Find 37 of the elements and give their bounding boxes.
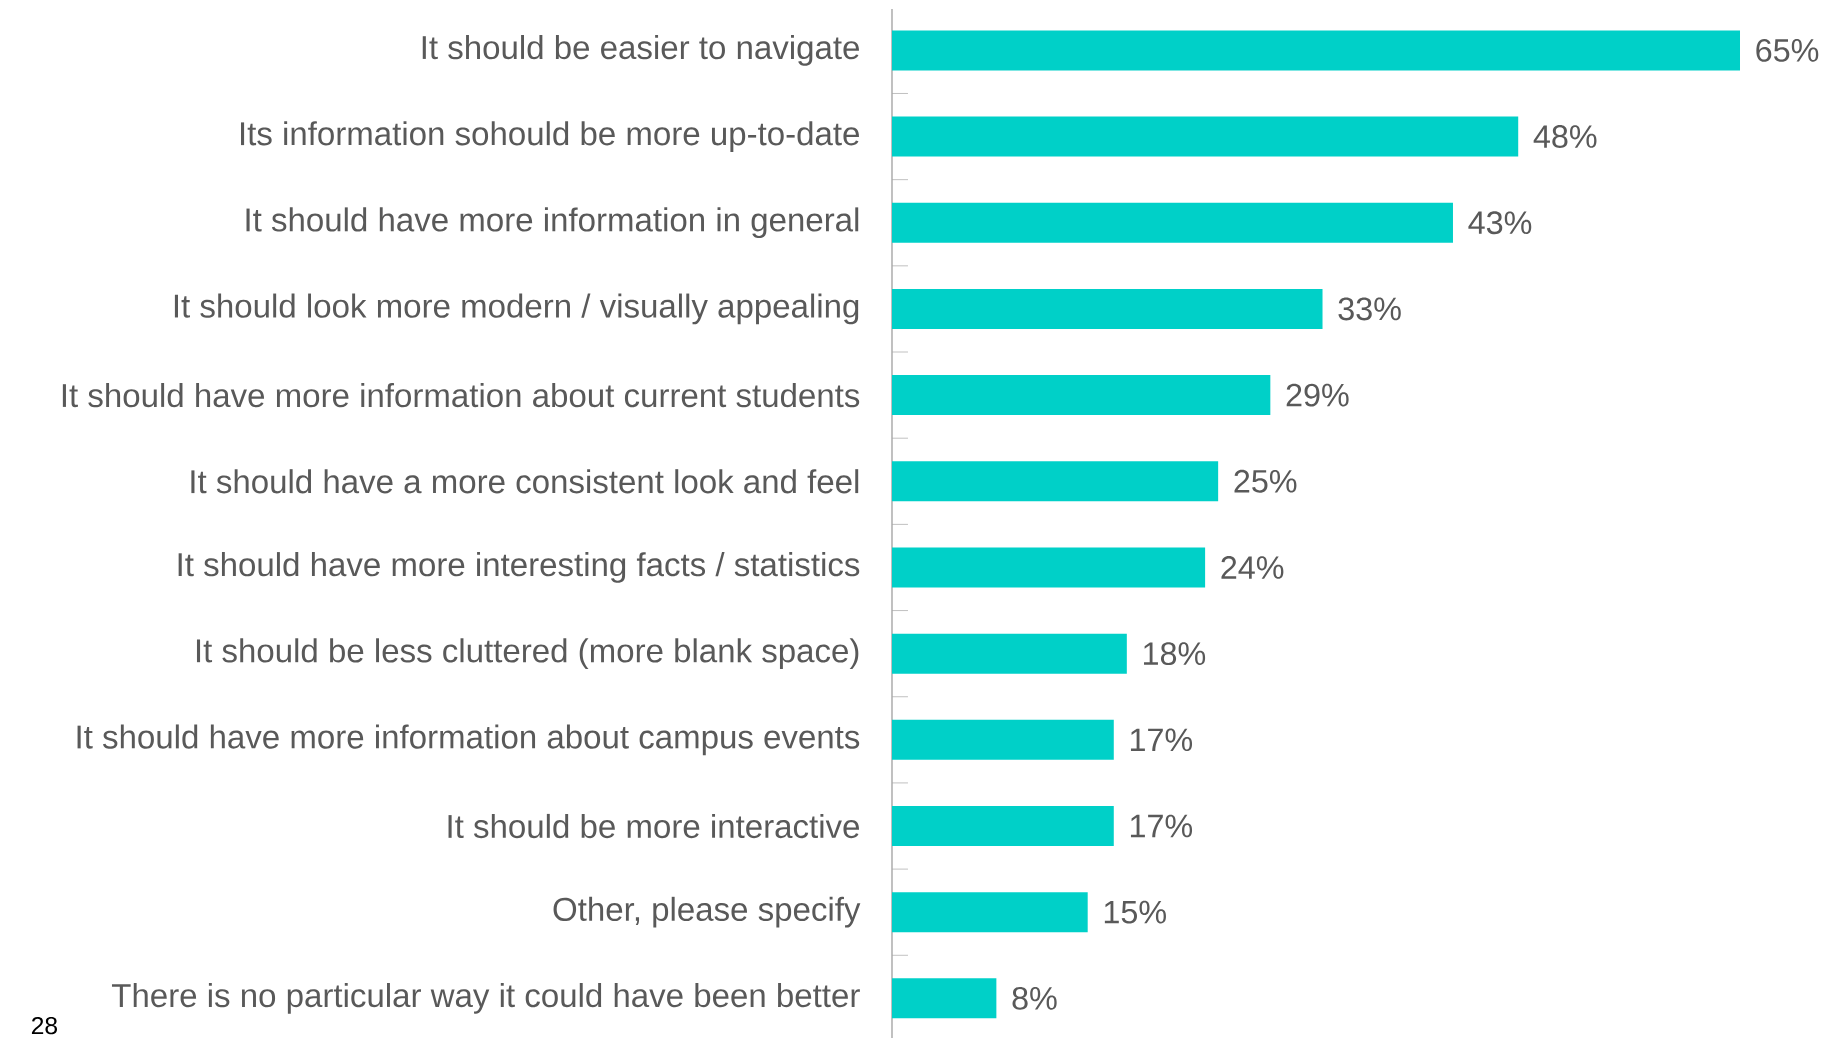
y-tick-label: It should have more information about campus events — [77, 724, 860, 756]
y-tick-label: It should be less cluttered (more blank space) — [196, 638, 859, 670]
y-tick-label: It should have more interesting facts / statistics — [178, 552, 860, 583]
bar — [892, 806, 1114, 847]
bar — [892, 116, 1519, 157]
bar — [892, 547, 1206, 588]
data-label: 15% — [1104, 900, 1166, 924]
data-label: 17% — [1130, 728, 1193, 752]
data-label: 25% — [1234, 469, 1297, 493]
data-label: 43% — [1468, 211, 1532, 235]
y-tick-label: Its information sohould be more up-to-date — [241, 121, 859, 153]
data-label: 29% — [1286, 383, 1349, 407]
data-label: 65% — [1756, 39, 1819, 62]
y-tick-label: It should have more information in general — [246, 207, 859, 239]
y-tick-label: There is no particular way it could have been better — [111, 983, 860, 1014]
y-tick-label: It should have more information about current students — [62, 383, 860, 408]
bar — [892, 375, 1271, 416]
data-label: 33% — [1338, 297, 1401, 321]
y-tick-label: It should have a more consistent look and feel — [191, 469, 859, 494]
bar — [892, 633, 1127, 674]
y-tick-label: Other, please specify — [553, 896, 861, 928]
y-tick-label: It should be easier to navigate — [422, 35, 859, 66]
bar — [892, 461, 1219, 502]
data-label: 18% — [1144, 642, 1206, 666]
data-label: 48% — [1533, 125, 1597, 149]
y-tick-label: It should look more modern / visually appealing — [174, 293, 859, 325]
text: 28 — [31, 1017, 58, 1035]
bar — [892, 202, 1453, 243]
data-label: 17% — [1130, 814, 1193, 838]
bar — [892, 892, 1088, 933]
data-label: 24% — [1221, 556, 1284, 579]
y-tick-label: It should be more interactive — [448, 814, 859, 839]
bar — [892, 719, 1114, 760]
bar — [892, 978, 997, 1019]
data-label: 8% — [1012, 987, 1057, 1010]
bar — [892, 289, 1323, 330]
bar — [892, 30, 1740, 71]
